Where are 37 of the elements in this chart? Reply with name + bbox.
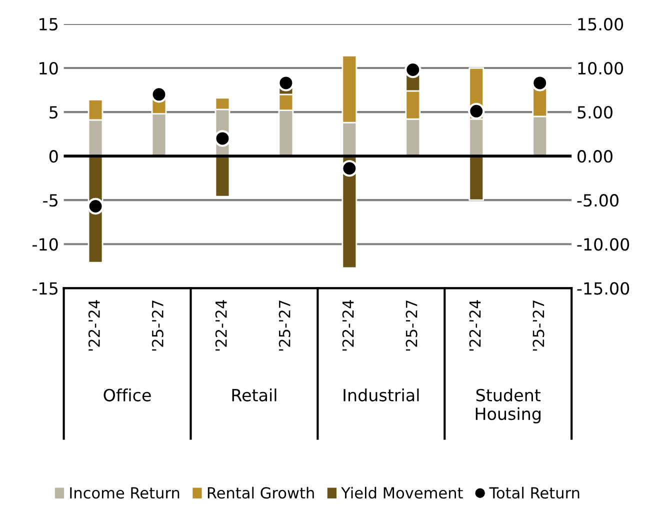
y-tick-label: -10 [32, 238, 58, 251]
text: Student Housing [476, 388, 541, 424]
y-tick-label: 0 [49, 150, 58, 163]
x-tick-label: '25-'27 [532, 300, 544, 351]
text: Industrial [344, 388, 419, 402]
legend-label: Yield Movement [341, 486, 463, 499]
y-tick-label: -5 [43, 194, 58, 207]
y2-tick-label: -15.00 [577, 282, 630, 295]
point [150, 86, 168, 103]
x-tick-label: '22-'24 [215, 300, 227, 351]
y2-tick-label: 0.00 [578, 150, 612, 163]
x-tick-label: '22-'24 [88, 300, 100, 351]
x-tick-label: '25-'27 [406, 300, 418, 351]
point [278, 74, 294, 92]
point [532, 74, 548, 92]
legend-label: Rental Growth [208, 486, 314, 499]
y2-tick-label: -5.00 [577, 194, 618, 207]
x-tick-label: '25-'27 [278, 300, 290, 351]
x-tick-label: '22-'24 [469, 300, 481, 351]
y-tick-label: 15 [40, 18, 58, 31]
y2-tick-label: 5.00 [578, 106, 612, 119]
x-tick-label: '22-'24 [342, 300, 354, 351]
y-tick-label: 10 [40, 62, 58, 75]
point [341, 160, 358, 177]
y2-tick-label: -10.00 [577, 238, 630, 251]
point [214, 130, 231, 147]
legend-label: Total Return [489, 486, 580, 499]
text: Retail [232, 388, 276, 402]
legend-label: Income Return [70, 487, 180, 499]
x-tick-label: '25-'27 [152, 300, 164, 351]
y2-tick-label: 15.00 [578, 18, 624, 31]
point [468, 102, 485, 120]
y-tick-label: -15 [32, 282, 58, 295]
y-tick-label: 5 [50, 106, 58, 119]
text: Office [104, 388, 151, 402]
y2-tick-label: 10.00 [578, 62, 624, 75]
point [87, 198, 104, 215]
